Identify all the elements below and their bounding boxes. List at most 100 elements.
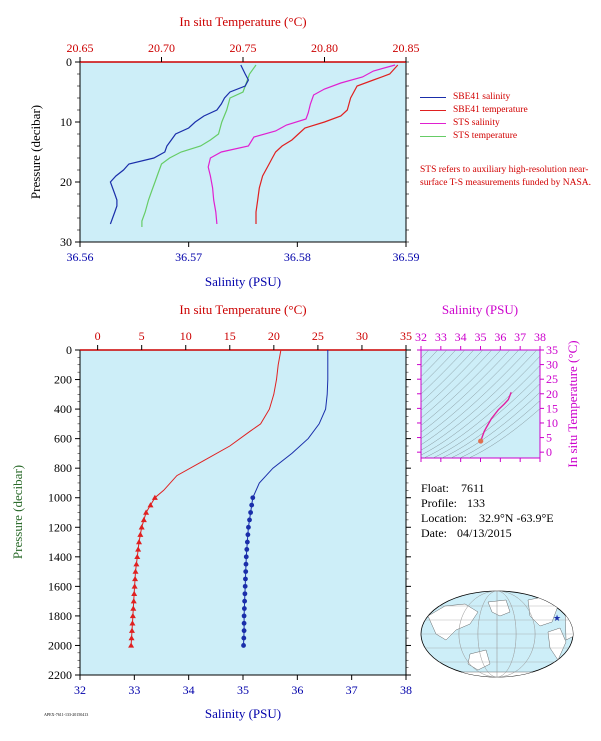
ts-right-tick-label: 35 bbox=[546, 343, 558, 357]
left-tick-label: 1800 bbox=[48, 609, 72, 623]
top-tick-label: 20 bbox=[268, 329, 280, 343]
ts-top-tick-label: 35 bbox=[475, 330, 487, 344]
near-surface-top-axis-title: In situ Temperature (°C) bbox=[179, 14, 306, 29]
left-tick-label: 200 bbox=[54, 373, 72, 387]
legend-swatch bbox=[420, 110, 446, 111]
top-tick-label: 25 bbox=[312, 329, 324, 343]
ts-right-tick-label: 10 bbox=[546, 416, 558, 430]
salinity-marker bbox=[241, 643, 246, 648]
ts-right-tick-label: 15 bbox=[546, 401, 558, 415]
salinity-marker bbox=[244, 554, 249, 559]
top-tick-label: 10 bbox=[180, 329, 192, 343]
deep-plot-area bbox=[80, 350, 406, 675]
ts-top-tick-label: 36 bbox=[494, 330, 506, 344]
top-tick-label: 20.65 bbox=[67, 41, 94, 55]
bottom-tick-label: 38 bbox=[400, 683, 412, 697]
top-tick-label: 35 bbox=[400, 329, 412, 343]
salinity-marker bbox=[243, 569, 248, 574]
salinity-marker bbox=[245, 540, 250, 545]
bottom-tick-label: 36.58 bbox=[284, 250, 311, 264]
left-tick-label: 10 bbox=[60, 115, 72, 129]
ts-right-tick-label: 0 bbox=[546, 445, 552, 459]
top-tick-label: 20.85 bbox=[393, 41, 420, 55]
salinity-marker bbox=[244, 547, 249, 552]
left-tick-label: 2000 bbox=[48, 638, 72, 652]
near-surface-profile-chart: 20.65 20.70 20.75 20.80 20.85 36.56 36.57 36.58… bbox=[28, 14, 420, 289]
deep-bottom-axis-title: Salinity (PSU) bbox=[205, 706, 281, 721]
near-surface-left-axis-title: Pressure (decibar) bbox=[28, 105, 43, 199]
salinity-marker bbox=[243, 591, 248, 596]
sts-note: STS refers to auxiliary high-resolution … bbox=[420, 164, 600, 190]
bottom-tick-label: 35 bbox=[237, 683, 249, 697]
bottom-tick-label: 32 bbox=[74, 683, 86, 697]
ts-top-tick-label: 38 bbox=[534, 330, 546, 344]
info-float: Float:7611 bbox=[421, 481, 554, 496]
left-tick-label: 2200 bbox=[48, 668, 72, 682]
left-tick-label: 30 bbox=[60, 235, 72, 249]
ts-right-tick-label: 20 bbox=[546, 387, 558, 401]
left-tick-label: 0 bbox=[66, 343, 72, 357]
salinity-marker bbox=[243, 577, 248, 582]
float-location-marker: ★ bbox=[553, 613, 561, 623]
salinity-marker bbox=[250, 495, 255, 500]
left-tick-label: 0 bbox=[66, 55, 72, 69]
ts-right-tick-label: 30 bbox=[546, 358, 558, 372]
left-tick-label: 20 bbox=[60, 175, 72, 189]
left-tick-label: 400 bbox=[54, 402, 72, 416]
left-tick-label: 1600 bbox=[48, 579, 72, 593]
salinity-marker bbox=[242, 599, 247, 604]
legend-label: SBE41 salinity bbox=[453, 91, 510, 104]
bottom-tick-label: 36.59 bbox=[393, 250, 420, 264]
salinity-marker bbox=[243, 584, 248, 589]
info-location: Location:32.9°N -63.9°E bbox=[421, 511, 554, 526]
salinity-marker bbox=[241, 636, 246, 641]
left-tick-label: 1000 bbox=[48, 491, 72, 505]
bottom-tick-label: 37 bbox=[346, 683, 358, 697]
bottom-tick-label: 36.57 bbox=[175, 250, 202, 264]
salinity-marker bbox=[247, 517, 252, 522]
salinity-marker bbox=[244, 562, 249, 567]
legend-swatch bbox=[420, 136, 446, 137]
top-tick-label: 0 bbox=[95, 329, 101, 343]
legend-label: STS temperature bbox=[453, 130, 517, 143]
top-tick-label: 15 bbox=[224, 329, 236, 343]
ts-right-tick-label: 25 bbox=[546, 372, 558, 386]
legend-label: SBE41 temperature bbox=[453, 104, 528, 117]
top-tick-label: 20.70 bbox=[148, 41, 175, 55]
bottom-tick-label: 34 bbox=[183, 683, 195, 697]
near-surface-plot-area bbox=[80, 62, 406, 242]
info-date: Date:04/13/2015 bbox=[421, 526, 554, 541]
deep-top-axis-title: In situ Temperature (°C) bbox=[179, 302, 306, 317]
bottom-tick-label: 36 bbox=[291, 683, 303, 697]
top-tick-label: 5 bbox=[139, 329, 145, 343]
bottom-tick-label: 36.56 bbox=[67, 250, 94, 264]
ts-top-tick-label: 37 bbox=[514, 330, 526, 344]
salinity-marker bbox=[242, 628, 247, 633]
salinity-marker bbox=[242, 614, 247, 619]
left-tick-label: 1400 bbox=[48, 550, 72, 564]
salinity-marker bbox=[249, 503, 254, 508]
legend-label: STS salinity bbox=[453, 117, 500, 130]
figure-id-code: APEX-7611-133-20150413 bbox=[44, 712, 88, 717]
left-tick-label: 1200 bbox=[48, 520, 72, 534]
near-surface-bottom-axis-title: Salinity (PSU) bbox=[205, 274, 281, 289]
salinity-marker bbox=[246, 525, 251, 530]
left-tick-label: 800 bbox=[54, 461, 72, 475]
salinity-marker bbox=[248, 510, 253, 515]
legend-swatch bbox=[420, 123, 446, 124]
ts-top-tick-label: 33 bbox=[435, 330, 447, 344]
salinity-marker bbox=[242, 621, 247, 626]
ts-top-axis-title: Salinity (PSU) bbox=[442, 302, 518, 317]
left-tick-label: 600 bbox=[54, 432, 72, 446]
info-profile: Profile:133 bbox=[421, 496, 554, 511]
deep-left-axis-title: Pressure (decibar) bbox=[10, 465, 25, 559]
float-location-map: ★ bbox=[421, 591, 574, 690]
top-tick-label: 20.75 bbox=[230, 41, 257, 55]
bottom-tick-label: 33 bbox=[128, 683, 140, 697]
ts-right-tick-label: 5 bbox=[546, 431, 552, 445]
ts-right-axis-title: In situ Temperature (°C) bbox=[565, 340, 580, 467]
top-tick-label: 20.80 bbox=[311, 41, 338, 55]
salinity-marker bbox=[242, 606, 247, 611]
